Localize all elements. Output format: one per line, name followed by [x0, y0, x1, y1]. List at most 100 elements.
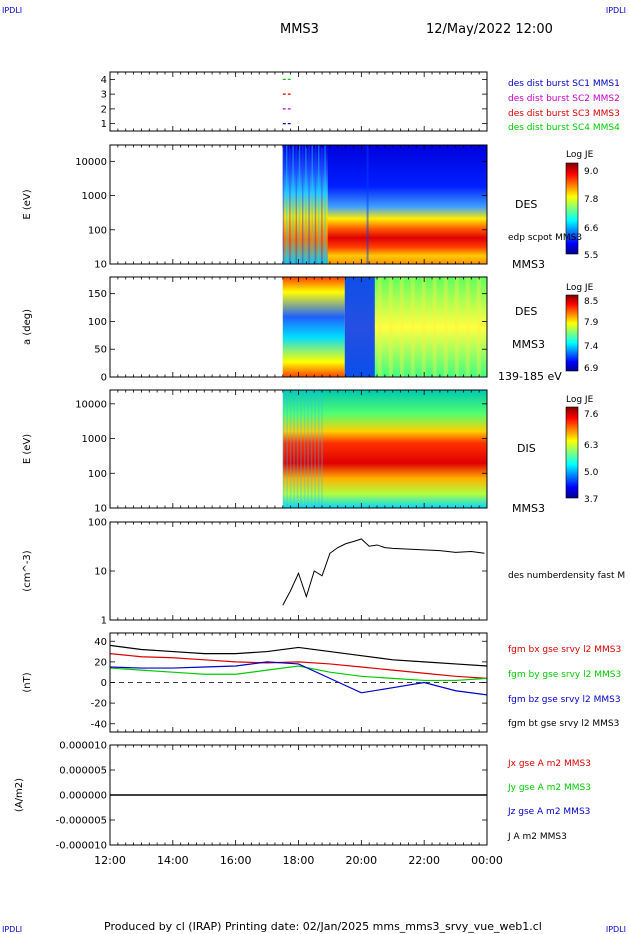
dis-ytick-1000: 1000	[82, 434, 107, 445]
bfield-ytick-20: 20	[94, 657, 107, 668]
des-energy-ytick-10: 10	[94, 260, 107, 271]
dis-ylabel: E (eV)	[22, 434, 33, 464]
legend-bx: fgm bx gse srvy l2 MMS3	[508, 645, 622, 655]
dis-stripe	[303, 390, 306, 508]
des-energy-stripe	[305, 145, 307, 264]
dis-stripe	[317, 390, 320, 508]
dis-stripe	[300, 390, 302, 508]
burst-ytick-1: 1	[101, 119, 107, 130]
des-energy-stripe	[282, 145, 285, 264]
current-ylabel: (A/m2)	[14, 778, 25, 812]
dis-stripe	[310, 390, 313, 508]
density-ylabel: (cm^-3)	[22, 550, 33, 591]
density-legend: des numberdensity fast M	[508, 571, 626, 581]
dis-stripe	[307, 390, 309, 508]
x-tick-label-0: 12:00	[94, 854, 126, 867]
des-energy-spacecraft-label: MMS3	[512, 258, 545, 271]
corner-tag-top-left: IPDLI	[2, 6, 23, 15]
colorbar-dis	[565, 406, 579, 499]
colorbar-tick-1-3: 5.5	[584, 251, 599, 261]
pitch-stripe	[388, 277, 393, 377]
edp-scpot-label: edp scpot MMS3	[508, 233, 583, 243]
panel-frame-4	[109, 521, 488, 621]
des-label-pitch: DES	[515, 305, 538, 318]
current-ytick-0.000000: 0.000000	[59, 791, 107, 802]
colorbar-tick-3-3: 3.7	[584, 495, 599, 505]
colorbar-pitch	[565, 294, 579, 372]
burst-ytick-2: 2	[101, 104, 107, 115]
colorbar-tick-3-2: 5.0	[584, 468, 599, 478]
des-energy-stripe	[308, 145, 310, 264]
pitch-ytick-50: 50	[94, 345, 107, 356]
density-line	[282, 538, 485, 606]
colorbar-tick-2-0: 8.5	[584, 297, 599, 307]
bfield-ytick--40: -40	[91, 719, 107, 730]
colorbar-tick-1-1: 7.8	[584, 195, 599, 205]
colorbar-tick-2-2: 7.4	[584, 342, 599, 352]
bfield-ytick--20: -20	[91, 699, 107, 710]
legend-jz: Jz gse A m2 MMS3	[508, 807, 591, 817]
colorbar-tick-2-1: 7.9	[584, 318, 599, 328]
dis-spacecraft-label: MMS3	[512, 502, 545, 515]
current-ytick--0.000005: -0.000005	[56, 816, 107, 827]
dis-stripe	[293, 390, 295, 508]
legend-burst-sc2: des dist burst SC2 MMS2	[508, 94, 620, 104]
x-tick-label-3: 18:00	[283, 854, 315, 867]
corner-tag-bottom-right: IPDLI	[605, 925, 626, 934]
bfield-line-1	[109, 665, 488, 682]
pitch-early-region	[282, 277, 345, 377]
colorbar-title-2: Log JE	[566, 283, 594, 293]
colorbar-tick-1-2: 6.6	[584, 224, 599, 234]
des-energy-stripe	[285, 145, 288, 264]
colorbar-tick-1-0: 9.0	[584, 167, 599, 177]
colorbar-des-energy	[565, 162, 579, 255]
dis-stripe	[286, 390, 288, 508]
colorbar-tick-3-0: 7.6	[584, 410, 599, 420]
dis-stripe	[282, 390, 285, 508]
bfield-line-2	[109, 661, 488, 696]
des-energy-stripe	[295, 145, 297, 264]
density-ytick-10: 10	[94, 567, 107, 578]
dis-ytick-10000: 10000	[75, 399, 107, 410]
des-energy-stripe	[324, 145, 326, 264]
current-ytick-0.000005: 0.000005	[59, 766, 107, 777]
bfield-ytick-40: 40	[94, 637, 107, 648]
pitch-energy-range-label: 139-185 eV	[498, 370, 562, 383]
des-energy-stripe	[311, 145, 313, 264]
bfield-line-3	[109, 644, 488, 667]
legend-jy: Jy gse A m2 MMS3	[508, 783, 591, 793]
des-energy-dip	[366, 145, 369, 264]
dis-stripe	[314, 390, 316, 508]
legend-bt: fgm bt gse srvy l2 MMS3	[508, 719, 620, 729]
colorbar-tick-2-3: 6.9	[584, 364, 599, 374]
des-energy-stripe	[301, 145, 304, 264]
des-energy-early-region	[282, 145, 328, 264]
des-energy-stripe	[298, 145, 301, 264]
panel-frame-0	[109, 71, 488, 132]
pitch-stripe	[410, 277, 415, 377]
x-tick-label-2: 16:00	[220, 854, 252, 867]
des-energy-stripe	[317, 145, 320, 264]
spacecraft-title: MMS3	[280, 22, 319, 37]
des-energy-stripe	[292, 145, 294, 264]
dis-stripe	[289, 390, 292, 508]
des-pitch-spacecraft-label: MMS3	[512, 338, 545, 351]
colorbar-tick-3-1: 6.3	[584, 441, 599, 451]
dis-energy-heatmap	[282, 390, 487, 508]
pitch-ytick-150: 150	[88, 289, 107, 300]
footer-credit: Produced by cl (IRAP) Printing date: 02/…	[104, 920, 542, 933]
legend-j: J A m2 MMS3	[508, 832, 567, 842]
des-label-energy: DES	[515, 198, 538, 211]
pitch-blue-gap	[344, 277, 375, 377]
density-ytick-100: 100	[88, 518, 107, 529]
pitch-ytick-100: 100	[88, 317, 107, 328]
density-ytick-1: 1	[101, 616, 107, 627]
legend-jx: Jx gse A m2 MMS3	[508, 759, 591, 769]
bfield-ytick-0: 0	[101, 678, 107, 689]
pitch-stripe	[465, 277, 470, 377]
pitch-stripe	[399, 277, 404, 377]
x-tick-label-1: 14:00	[157, 854, 189, 867]
dis-ytick-100: 100	[88, 469, 107, 480]
pitch-stripe	[432, 277, 437, 377]
bfield-ylabel: (nT)	[22, 672, 33, 692]
